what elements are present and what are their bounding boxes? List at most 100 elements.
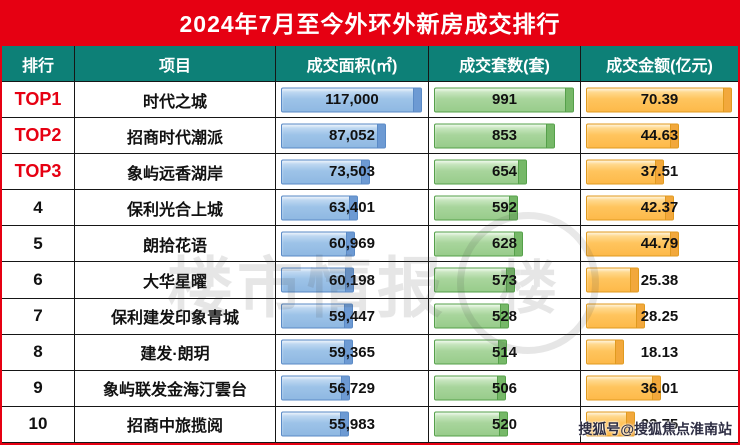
amount-bar [586, 267, 639, 293]
amount-value: 44.63 [640, 127, 679, 145]
project-name: 时代之城 [142, 93, 207, 111]
amount-value: 28.25 [640, 307, 679, 325]
amount-bar [586, 195, 674, 221]
amount-bar [586, 303, 645, 329]
area-value: 60,969 [329, 235, 375, 253]
amount-cell: 18.13 [581, 335, 738, 371]
amount-cell: 23.75 [581, 407, 738, 443]
area-cell: 60,198 [276, 262, 429, 299]
area-cell: 56,729 [276, 370, 429, 407]
amount-value: 44.79 [640, 235, 679, 253]
area-cell: 63,401 [276, 190, 429, 227]
units-value: 573 [491, 271, 518, 289]
amount-value: 18.13 [640, 343, 679, 361]
area-bar [281, 411, 349, 437]
area-cell: 73,503 [276, 154, 429, 191]
units-cell: 528 [429, 298, 581, 335]
table-header-row: 排行 项目 成交面积(㎡) 成交套数(套) 成交金额(亿元) [2, 46, 738, 82]
area-cell: 60,969 [276, 226, 429, 263]
units-value: 528 [491, 307, 518, 325]
units-value: 506 [491, 379, 518, 397]
table-row: 8 建发·朗玥 59,365 514 18.13 [2, 334, 738, 371]
area-value: 59,365 [329, 343, 375, 361]
units-bar [434, 303, 509, 329]
area-value: 117,000 [325, 91, 379, 109]
units-cell: 991 [429, 82, 581, 119]
table-row: TOP2 招商时代潮派 87,052 853 44.63 [2, 118, 738, 155]
project-cell: 招商中旅揽阅 [75, 406, 276, 443]
units-bar [434, 267, 516, 293]
units-bar [434, 159, 527, 185]
units-cell: 654 [429, 154, 581, 191]
amount-value: 23.75 [640, 415, 679, 433]
area-value: 59,447 [329, 307, 375, 325]
project-cell: 保利建发印象青城 [75, 298, 276, 335]
amount-bar [586, 231, 679, 257]
units-bar [434, 375, 506, 401]
amount-value: 70.39 [640, 91, 679, 109]
units-bar [434, 87, 575, 113]
column-header-project: 项目 [75, 46, 276, 82]
project-name: 建发·朗玥 [140, 346, 210, 364]
units-cell: 628 [429, 226, 581, 263]
units-value: 592 [491, 199, 518, 217]
rank-cell: TOP1 [2, 82, 75, 119]
column-header-rank: 排行 [2, 46, 75, 82]
rank-cell: 4 [2, 190, 75, 227]
area-bar [281, 267, 354, 293]
amount-cell: 42.37 [581, 190, 738, 227]
rank-label: TOP1 [14, 89, 62, 110]
rank-cell: 10 [2, 406, 75, 443]
area-bar [281, 87, 423, 113]
area-value: 55,983 [329, 415, 375, 433]
table-body: TOP1 时代之城 117,000 991 70.39 TOP2 招商时代潮派 … [2, 82, 738, 443]
amount-bar [586, 87, 732, 113]
amount-value: 36.01 [640, 379, 679, 397]
area-bar [281, 375, 350, 401]
units-bar [434, 123, 555, 149]
project-cell: 招商时代潮派 [75, 118, 276, 155]
area-cell: 59,365 [276, 334, 429, 371]
units-value: 991 [491, 91, 518, 109]
units-value: 514 [491, 343, 518, 361]
project-name: 招商中旅揽阅 [126, 418, 223, 436]
rank-label: 5 [33, 233, 43, 253]
amount-cell: 44.79 [581, 226, 738, 263]
project-cell: 大华星曜 [75, 262, 276, 299]
units-value: 654 [491, 163, 518, 181]
rank-label: 6 [33, 270, 43, 290]
units-bar [434, 411, 508, 437]
amount-bar [586, 339, 624, 365]
table-row: 5 朗拾花语 60,969 628 44.79 [2, 226, 738, 263]
units-cell: 573 [429, 262, 581, 299]
rank-cell: 5 [2, 226, 75, 263]
project-cell: 朗拾花语 [75, 226, 276, 263]
units-value: 520 [491, 415, 518, 433]
amount-cell: 25.38 [581, 262, 738, 299]
units-cell: 506 [429, 370, 581, 407]
column-header-amount: 成交金额(亿元) [581, 46, 738, 82]
project-name: 象屿联发金海汀雲台 [102, 382, 247, 400]
project-cell: 时代之城 [75, 82, 276, 119]
area-value: 73,503 [329, 163, 375, 181]
units-value: 628 [491, 235, 518, 253]
area-cell: 59,447 [276, 298, 429, 335]
area-value: 56,729 [329, 379, 375, 397]
rank-label: TOP3 [14, 161, 62, 182]
project-cell: 保利光合上城 [75, 190, 276, 227]
table-row: 4 保利光合上城 63,401 592 42.37 [2, 190, 738, 227]
area-cell: 117,000 [276, 82, 429, 119]
rank-label: 8 [33, 342, 43, 362]
rank-cell: TOP3 [2, 154, 75, 191]
project-cell: 象屿联发金海汀雲台 [75, 370, 276, 407]
rank-cell: 7 [2, 298, 75, 335]
project-name: 大华星曜 [142, 274, 207, 292]
rank-cell: 9 [2, 370, 75, 407]
rank-label: 10 [28, 414, 48, 434]
rank-label: TOP2 [14, 125, 62, 146]
amount-bar [586, 159, 664, 185]
amount-value: 37.51 [640, 163, 679, 181]
area-bar [281, 123, 387, 149]
amount-cell: 36.01 [581, 371, 738, 407]
rank-cell: 8 [2, 334, 75, 371]
